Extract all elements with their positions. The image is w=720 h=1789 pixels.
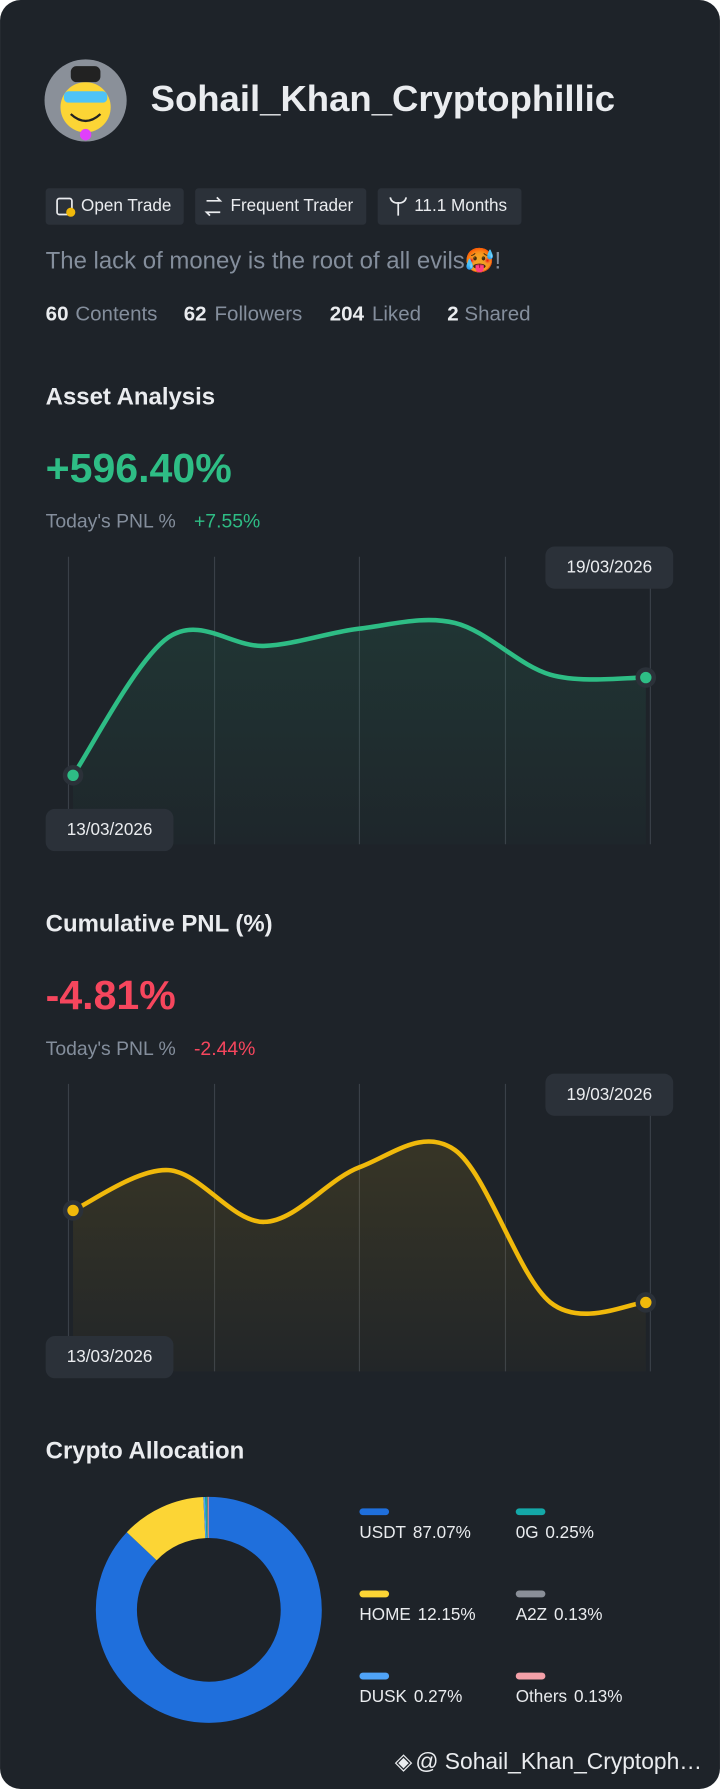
badge-label: Frequent Trader [231,196,354,215]
point [67,769,79,781]
donut-slice [95,1496,322,1723]
donut-slice [126,1497,207,1562]
point [640,671,652,684]
pnl-label: Today's PNL % [46,511,176,533]
headline-value: -4.81% [46,972,176,1018]
bio: The lack of money is the root of all evi… [46,248,502,275]
stat-label: Shared [464,302,530,325]
date-label: 19/03/2026 [566,1085,652,1104]
legend-value: 0.27% [414,1687,463,1706]
pnl-value: +7.55% [194,511,260,533]
badge-icons [56,196,408,217]
badge [45,188,184,225]
legend-value: 0.25% [545,1523,594,1542]
badge-label: 11.1 Months [414,196,507,215]
headline-value: +596.40% [46,445,232,491]
pnl-value: -2.44% [194,1038,255,1060]
badge [377,188,522,225]
legend-swatch [359,1672,390,1680]
date-box [45,808,174,852]
legend-name: Others [516,1687,567,1706]
section-title: Crypto Allocation [46,1438,245,1465]
legend-name: DUSK [359,1687,407,1706]
legend-swatch [515,1508,546,1516]
legend-name: HOME [359,1605,410,1624]
legend-swatch [515,1672,546,1680]
date-label: 19/03/2026 [566,558,652,577]
line [70,1139,649,1316]
section-title: Asset Analysis [46,384,215,411]
stat-count: 60 [46,302,69,325]
pnl-label: Today's PNL % [46,1038,176,1060]
stat-count: 204 [330,302,365,325]
legend-value: 0.13% [554,1605,603,1624]
line [70,617,649,778]
section-title: Cumulative PNL (%) [46,911,273,938]
area [73,620,646,845]
stat-count: 2 [447,302,458,325]
point [640,1296,652,1309]
legend-swatch [359,1590,390,1598]
date-label: 13/03/2026 [67,1347,153,1366]
legend-value: 87.07% [413,1523,471,1542]
badge-label: Open Trade [81,196,171,215]
legend-name: USDT [359,1523,406,1542]
stat-label: Contents [75,302,157,325]
date-box [545,546,674,589]
footer-handle: @ Sohail_Khan_Cryptoph… [415,1748,702,1774]
legend-value: 12.15% [418,1605,476,1624]
badge [195,188,367,225]
stat-label: Liked [372,302,421,325]
legend-name: 0G [516,1523,539,1542]
avatar [44,59,127,142]
date-box [545,1073,674,1116]
date-label: 13/03/2026 [67,820,153,839]
legend-name: A2Z [516,1605,547,1624]
stat-label: Followers [215,302,303,325]
point [67,1204,79,1217]
legend-swatch [515,1590,546,1598]
legend-value: 0.13% [574,1687,623,1706]
stat-count: 62 [184,302,207,325]
username: Sohail_Khan_Cryptophillic [151,78,615,119]
binance-icon: ◈ [395,1748,413,1774]
date-box [45,1336,174,1379]
legend-swatch [359,1508,390,1516]
